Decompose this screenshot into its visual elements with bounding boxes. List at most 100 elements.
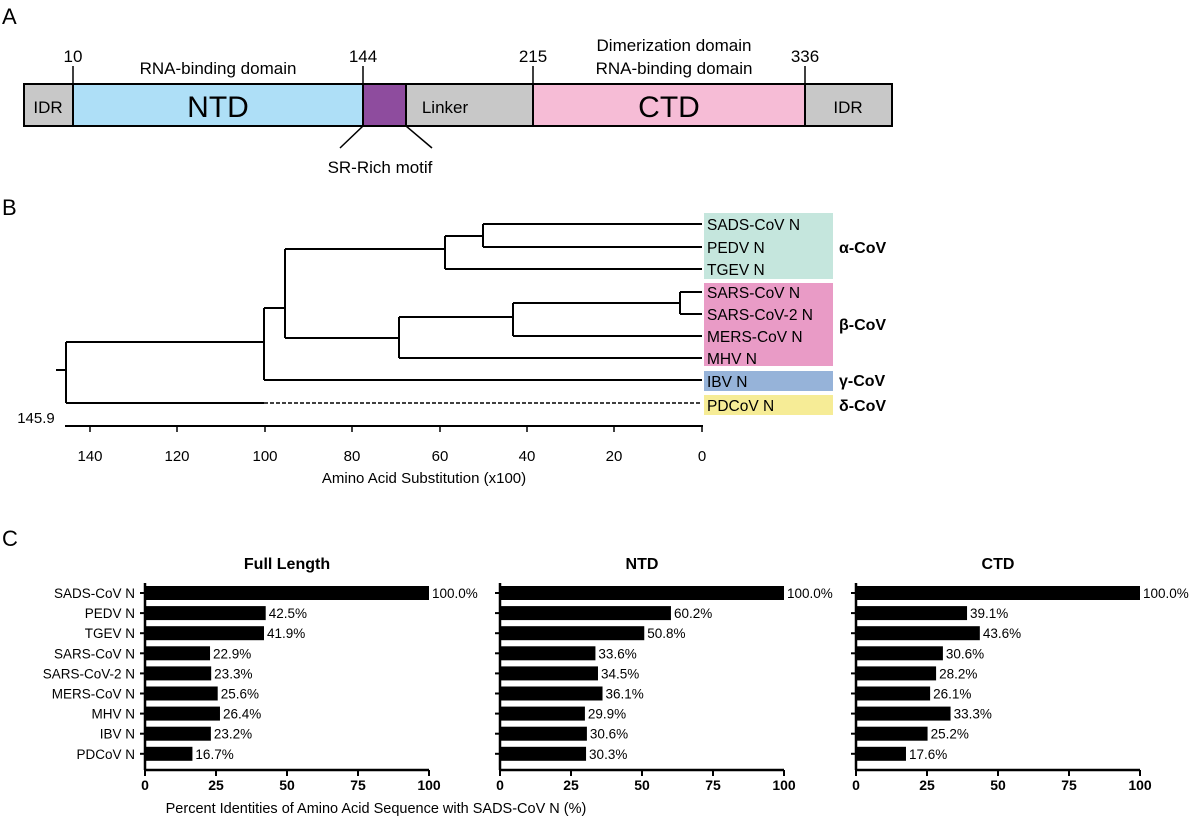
ntd-bar-value-label: 100.0% xyxy=(787,586,833,601)
tip-pedv: PEDV N xyxy=(707,240,765,257)
category-label: MERS-CoV N xyxy=(52,687,135,702)
full-length-bar-value-label: 23.2% xyxy=(214,727,252,742)
domain-linker xyxy=(405,83,534,127)
category-label: SARS-CoV N xyxy=(54,646,135,661)
clade-alpha-label: α-CoV xyxy=(839,240,886,257)
ctd-chart-title: CTD xyxy=(982,556,1015,573)
category-label: PEDV N xyxy=(85,606,135,621)
ntd-bar xyxy=(500,686,603,701)
full-length-bar xyxy=(145,626,264,641)
ntd-label: NTD xyxy=(187,91,249,124)
ctd-bar-value-label: 25.2% xyxy=(931,727,969,742)
tree-tick-0: 0 xyxy=(698,448,706,465)
full-length-bar-value-label: 22.9% xyxy=(213,646,251,661)
tip-mers: MERS-CoV N xyxy=(707,329,803,346)
ctd-x-tick-label: 0 xyxy=(852,777,860,793)
linker-label: Linker xyxy=(422,98,469,117)
tree-tick-20: 20 xyxy=(606,448,623,465)
ntd-bar-value-label: 29.9% xyxy=(588,707,626,722)
clade-beta-label: β-CoV xyxy=(839,317,886,334)
ctd-bar-value-label: 30.6% xyxy=(946,646,984,661)
tip-sars: SARS-CoV N xyxy=(707,285,800,302)
pos-215: 215 xyxy=(519,47,547,66)
full-length-bar xyxy=(145,606,266,621)
ctd-bar xyxy=(856,626,980,641)
motif-callout-left xyxy=(339,125,364,149)
ntd-bar xyxy=(500,606,671,621)
ctd-x-tick-label: 25 xyxy=(919,777,935,793)
ctd-bar xyxy=(856,706,951,721)
category-label: MHV N xyxy=(92,707,136,722)
ntd-bar-value-label: 33.6% xyxy=(598,646,636,661)
domain-sr-motif xyxy=(362,83,407,127)
domain-ntd xyxy=(72,83,364,127)
full-length-x-tick-label: 75 xyxy=(350,777,366,793)
category-label: IBV N xyxy=(100,727,135,742)
clade-delta-label: δ-CoV xyxy=(839,398,886,415)
full-length-bar-value-label: 23.3% xyxy=(214,666,252,681)
category-label: PDCoV N xyxy=(76,747,135,762)
full-length-x-tick-label: 50 xyxy=(279,777,295,793)
full-length-bar-value-label: 16.7% xyxy=(195,747,233,762)
ctd-bar xyxy=(856,666,937,681)
sr-motif-label: SR-Rich motif xyxy=(328,158,433,177)
ntd-x-tick-label: 0 xyxy=(496,777,504,793)
category-label: SARS-CoV-2 N xyxy=(43,666,135,681)
clade-box-alpha xyxy=(704,213,833,279)
ntd-bar xyxy=(500,706,585,721)
ntd-bar-value-label: 50.8% xyxy=(647,626,685,641)
full-length-bar-value-label: 41.9% xyxy=(267,626,305,641)
idr-n-label: IDR xyxy=(33,98,62,117)
domain-idr-c xyxy=(804,83,893,127)
ctd-bar xyxy=(856,746,906,761)
category-label: TGEV N xyxy=(85,626,135,641)
ntd-bar xyxy=(500,646,596,661)
ctd-x-tick-label: 75 xyxy=(1061,777,1077,793)
tree-tick-80: 80 xyxy=(344,448,361,465)
tip-tgev: TGEV N xyxy=(707,262,765,279)
panel-a: A IDR NTD Linker CTD IDR 10 144 215 336 … xyxy=(2,4,893,177)
full-length-bar xyxy=(145,706,220,721)
ntd-bar-value-label: 30.3% xyxy=(589,747,627,762)
panel-b-letter: B xyxy=(2,195,17,220)
tip-ibv: IBV N xyxy=(707,374,747,391)
ctd-bar-value-label: 100.0% xyxy=(1143,586,1189,601)
tip-mhv: MHV N xyxy=(707,351,757,368)
ntd-bar-value-label: 60.2% xyxy=(674,606,712,621)
ctd-bar xyxy=(856,606,968,621)
panel-b: B xyxy=(2,195,886,487)
ctd-bar-value-label: 28.2% xyxy=(939,666,977,681)
ctd-bar-value-label: 17.6% xyxy=(909,747,947,762)
category-label: SADS-CoV N xyxy=(54,586,135,601)
full-length-x-tick-label: 100 xyxy=(417,777,441,793)
ctd-function-line2: RNA-binding domain xyxy=(596,59,753,78)
full-length-bar xyxy=(145,686,218,701)
panel-a-letter: A xyxy=(2,4,17,29)
ntd-bar xyxy=(500,586,784,600)
ntd-x-tick-label: 75 xyxy=(705,777,721,793)
phylo-tree xyxy=(56,223,702,404)
ntd-x-tick-label: 100 xyxy=(772,777,796,793)
ctd-x-tick-label: 50 xyxy=(990,777,1006,793)
ntd-bar xyxy=(500,666,598,681)
bar-x-axis-label: Percent Identities of Amino Acid Sequenc… xyxy=(166,801,587,817)
ctd-bar-value-label: 43.6% xyxy=(983,626,1021,641)
ntd-bar xyxy=(500,746,587,761)
full-length-bar xyxy=(145,726,211,741)
full-length-bar-value-label: 25.6% xyxy=(221,687,259,702)
full-length-bar xyxy=(145,666,212,681)
ctd-bar-value-label: 26.1% xyxy=(933,687,971,702)
ctd-bar xyxy=(856,686,931,701)
ntd-bar xyxy=(500,726,587,741)
tree-tick-40: 40 xyxy=(519,448,536,465)
ntd-function-label: RNA-binding domain xyxy=(140,59,297,78)
full-length-x-tick-label: 0 xyxy=(141,777,149,793)
full-length-bar xyxy=(145,746,193,761)
tip-sars2: SARS-CoV-2 N xyxy=(707,307,813,324)
tree-tick-140: 140 xyxy=(77,448,102,465)
bar-charts: Full Length SADS-CoV N 100.0% PEDV N 42.5% TG… xyxy=(43,556,1189,793)
ntd-bar-value-label: 36.1% xyxy=(606,687,644,702)
tree-x-ticks: 140 120 100 80 60 40 20 0 xyxy=(77,426,706,465)
ctd-bar-value-label: 39.1% xyxy=(970,606,1008,621)
